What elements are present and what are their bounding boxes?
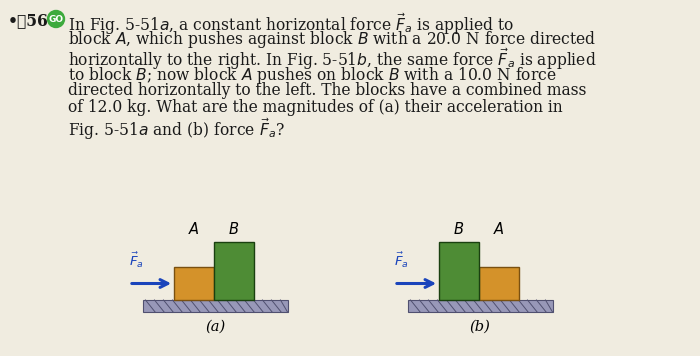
Text: block $A$, which pushes against block $B$ with a 20.0 N force directed: block $A$, which pushes against block $B…	[68, 30, 596, 51]
Circle shape	[48, 10, 64, 27]
Text: to block $B$; now block $A$ pushes on block $B$ with a 10.0 N force: to block $B$; now block $A$ pushes on bl…	[68, 64, 556, 85]
Text: GO: GO	[48, 15, 64, 23]
Bar	[407, 300, 552, 312]
Text: •⁖56: •⁖56	[8, 12, 49, 29]
Bar	[439, 242, 479, 300]
Text: $B$: $B$	[228, 221, 239, 237]
Bar	[174, 267, 214, 300]
Text: $\vec{F}_a$: $\vec{F}_a$	[129, 251, 144, 271]
Text: of 12.0 kg. What are the magnitudes of (a) their acceleration in: of 12.0 kg. What are the magnitudes of (…	[68, 99, 563, 116]
Bar	[143, 300, 288, 312]
Text: In Fig. 5-51$a$, a constant horizontal force $\vec{F}_a$ is applied to: In Fig. 5-51$a$, a constant horizontal f…	[68, 12, 514, 37]
Text: directed horizontally to the left. The blocks have a combined mass: directed horizontally to the left. The b…	[68, 82, 587, 99]
Text: horizontally to the right. In Fig. 5-51$b$, the same force $\vec{F}_a$ is applie: horizontally to the right. In Fig. 5-51$…	[68, 47, 596, 72]
Text: (b): (b)	[470, 320, 491, 334]
Text: (a): (a)	[205, 320, 225, 334]
Text: $B$: $B$	[454, 221, 465, 237]
Bar	[479, 267, 519, 300]
Text: $\vec{F}_a$: $\vec{F}_a$	[394, 251, 409, 271]
Bar	[214, 242, 254, 300]
Text: Fig. 5-51$a$ and (b) force $\vec{F}_a$?: Fig. 5-51$a$ and (b) force $\vec{F}_a$?	[68, 117, 285, 142]
Text: $A$: $A$	[493, 221, 505, 237]
Text: $A$: $A$	[188, 221, 200, 237]
